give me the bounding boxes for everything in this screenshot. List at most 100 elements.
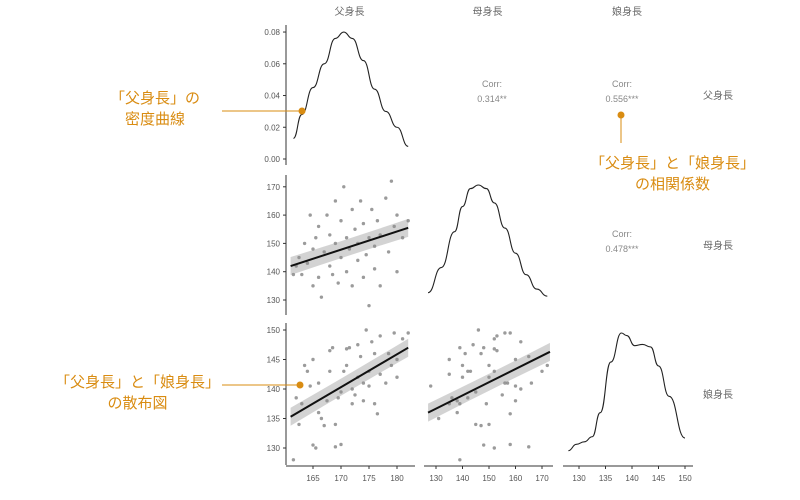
y-tick-label: 130 [267,296,281,305]
scatter-point [356,258,360,263]
strip-right-1: 母身長 [703,239,733,252]
y-tick-label: 0.00 [264,155,280,164]
scatter-point [471,343,475,347]
scatter-point [305,261,310,265]
scatter-point [339,390,343,394]
y-tick-label: 140 [267,385,281,394]
scatter-point [361,275,366,280]
scatter-point [314,446,318,450]
scatter-point [429,384,433,388]
scatter-point [302,241,307,246]
scatter-point [395,270,399,274]
scatter-point [479,423,483,428]
scatter-point [455,410,459,415]
scatter-point [350,207,354,212]
annotation-scatter: 「父身長」と「娘身長」 の散布図 [55,372,220,414]
scatter-point [500,393,504,397]
scatter-point [342,369,346,373]
scatter-point [447,357,451,362]
regression-line-0 [290,226,409,267]
scatter-point [294,396,298,400]
annotation-density: 「父身長」の 密度曲線 [110,88,200,130]
scatter-point [487,375,491,379]
scatter-point [479,351,483,356]
corr-value-1: 0.556*** [605,94,639,104]
scatter-point [466,369,470,373]
scatter-point [339,219,343,223]
scatter-point [344,363,349,368]
scatter-point [342,185,346,189]
scatter-point [361,221,366,226]
corr-label-0: Corr: [482,79,502,89]
scatter-point [319,295,324,299]
corr-value-0: 0.314** [477,94,507,104]
scatter-point [344,236,349,240]
scatter-point [302,363,307,368]
strip-right-2: 娘身長 [703,388,733,401]
regression-line-2 [427,350,551,414]
scatter-point [297,422,301,427]
scatter-point [450,396,454,400]
scatter-point [505,381,510,385]
scatter-point [291,458,296,462]
y-tick-label: 160 [267,211,281,220]
strip-right-0: 父身長 [703,89,733,102]
scatter-point [333,241,338,246]
scatter-point [370,207,374,212]
density-curve-0 [293,31,409,147]
scatter-point [395,375,399,379]
x-tick-label: 135 [599,474,613,483]
x-tick-label: 145 [652,474,666,483]
scatter-point [311,443,315,447]
scatter-point [316,224,321,229]
corr-label-1: Corr: [612,79,632,89]
scatter-point [322,250,326,254]
scatter-point [308,213,312,217]
scatter-point [344,347,349,351]
scatter-point [455,399,459,403]
scatter-point [333,445,338,449]
scatter-point [319,416,324,421]
scatter-point [358,354,363,359]
scatter-point [487,363,491,368]
x-tick-label: 170 [535,474,549,483]
x-tick-label: 165 [306,474,320,483]
scatter-point [476,328,481,332]
scatter-point [482,346,486,350]
y-tick-label: 140 [267,268,281,277]
scatter-point [311,284,315,288]
scatter-point [333,422,338,427]
scatter-point [297,255,301,260]
scatter-point [458,402,462,406]
scatter-point [395,213,399,217]
scatter-point [513,357,518,362]
annotation-density-marker [298,107,306,115]
scatter-point [367,384,371,388]
scatter-point [325,399,329,403]
y-tick-label: 150 [267,239,281,248]
scatter-point [325,213,329,217]
scatter-point [370,340,374,344]
strip-top-2: 娘身長 [612,5,642,18]
scatter-point [386,250,391,254]
scatter-point [513,399,518,403]
x-tick-label: 150 [678,474,692,483]
y-tick-label: 0.08 [264,28,280,37]
scatter-point [316,381,321,385]
scatter-point [503,331,507,335]
density-curve-2 [568,332,686,452]
y-tick-label: 130 [267,444,281,453]
scatter-point [458,346,462,350]
scatter-point [378,334,382,338]
scatter-point [300,402,304,406]
scatter-point [364,253,368,257]
scatter-point [378,284,382,288]
y-tick-label: 145 [267,356,281,365]
scatter-point [328,233,332,237]
scatter-point [392,331,396,335]
strip-top-1: 母身長 [473,5,503,18]
annotation-corr: 「父身長」と「娘身長」 の相関係数 [590,153,755,195]
scatter-point [384,381,388,385]
